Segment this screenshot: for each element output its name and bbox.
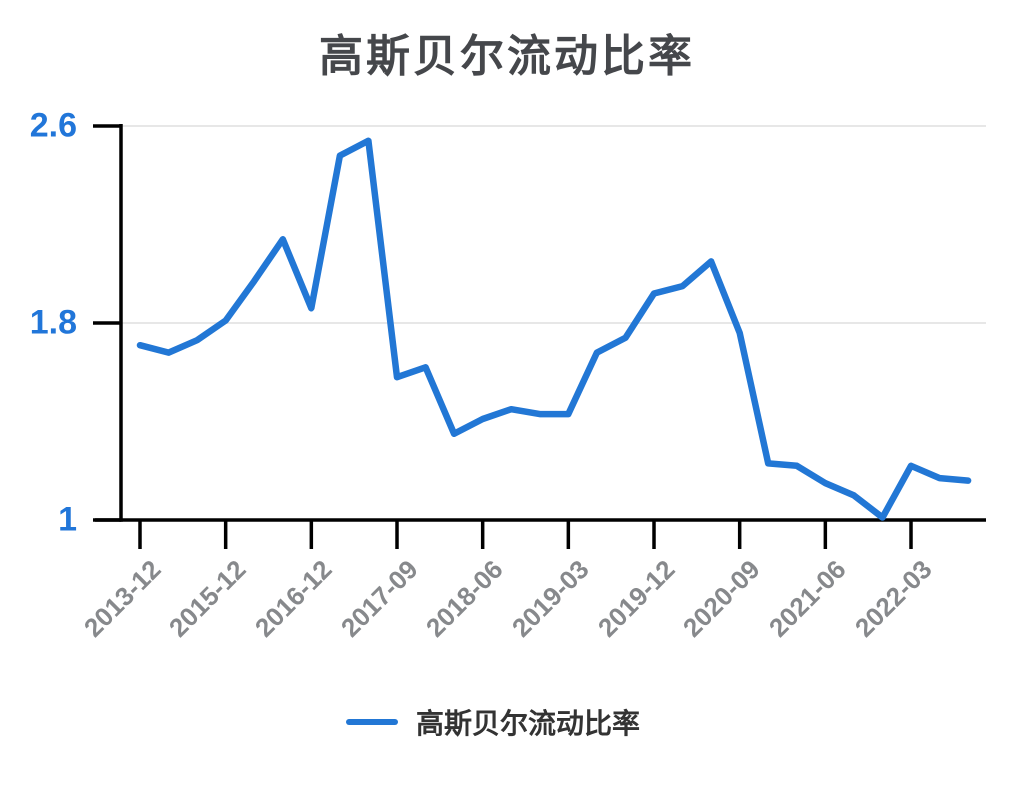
legend-line-swatch — [345, 719, 398, 725]
chart-title: 高斯贝尔流动比率 — [319, 32, 695, 81]
y-axis-label: 1.8 — [29, 303, 77, 342]
y-axis-label: 1 — [58, 500, 77, 539]
legend-label: 高斯贝尔流动比率 — [415, 708, 640, 739]
y-axis-label: 2.6 — [29, 106, 77, 145]
legend: 高斯贝尔流动比率 — [0, 702, 1000, 742]
series-line — [136, 137, 972, 521]
